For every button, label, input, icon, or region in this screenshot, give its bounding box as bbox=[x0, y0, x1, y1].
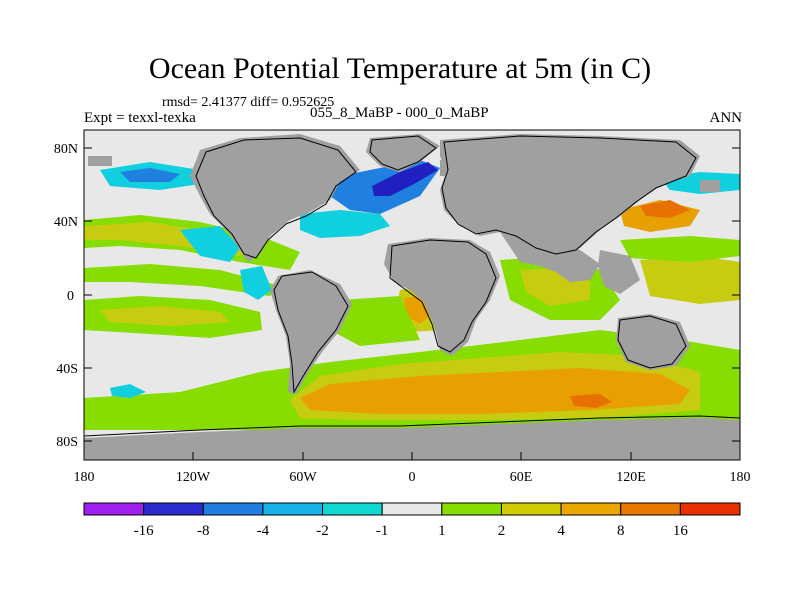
colorbar-label: 8 bbox=[617, 523, 625, 539]
colorbar-label: -1 bbox=[376, 523, 389, 539]
north-atlantic-cyan bbox=[300, 210, 390, 238]
west-pacific-olive bbox=[640, 256, 740, 304]
south-atlantic-green bbox=[330, 296, 420, 346]
coast-north-america bbox=[195, 137, 357, 259]
colorbar-swatch bbox=[262, 502, 324, 516]
map-title: Ocean Potential Temperature at 5m (in C) bbox=[148, 52, 652, 85]
colorbar-swatch bbox=[679, 502, 741, 516]
north-atlantic-darkblue bbox=[372, 162, 438, 196]
lat-label-40s: 40S bbox=[56, 362, 78, 377]
land-south-asia bbox=[500, 232, 600, 282]
colorbar-swatch bbox=[560, 502, 622, 516]
colorbar-label: -16 bbox=[134, 523, 154, 539]
lon-ticks bbox=[83, 452, 741, 460]
land-north-america bbox=[190, 134, 360, 262]
lon-label-180e: 180 bbox=[730, 470, 751, 485]
north-pacific-blue bbox=[120, 168, 180, 182]
colorbar bbox=[83, 502, 741, 516]
lon-label-60e: 60E bbox=[510, 470, 533, 485]
lat-label-0: 0 bbox=[67, 289, 74, 304]
land-southeast-asia bbox=[598, 250, 640, 294]
land-eurasia bbox=[440, 134, 700, 256]
coast-greenland bbox=[369, 135, 437, 171]
colorbar-swatch bbox=[381, 502, 443, 516]
coast-antarctica bbox=[84, 415, 740, 437]
lon-label-180w: 180 bbox=[74, 470, 95, 485]
colorbar-swatch bbox=[500, 502, 562, 516]
lat-labels: 80N 40N 0 40S 80S bbox=[54, 142, 78, 450]
colorbar-swatch bbox=[322, 502, 383, 516]
coast-australia bbox=[617, 315, 687, 369]
land-island-b bbox=[88, 156, 112, 166]
rmsd-stats: rmsd= 2.41377 diff= 0.952625 bbox=[162, 95, 335, 110]
west-pacific-green bbox=[620, 236, 740, 262]
season-label: ANN bbox=[709, 110, 743, 126]
southern-hotspot bbox=[570, 394, 612, 408]
land-antarctica bbox=[84, 418, 740, 460]
coast-south-america bbox=[273, 271, 349, 394]
land-greenland bbox=[366, 134, 440, 172]
lon-label-60w: 60W bbox=[289, 470, 317, 485]
colorbar-label: 2 bbox=[498, 523, 506, 539]
colorbar-label: 4 bbox=[557, 523, 565, 539]
field-layer bbox=[84, 130, 740, 460]
colorbar-swatch bbox=[620, 502, 681, 516]
colorbar-swatch bbox=[83, 502, 145, 516]
period-label: 055_8_MaBP - 000_0_MaBP bbox=[310, 105, 489, 121]
south-cyan-patch bbox=[110, 384, 146, 398]
lat-label-80n: 80N bbox=[54, 142, 78, 157]
south-pacific-olive bbox=[100, 306, 230, 326]
colorbar-swatch bbox=[441, 502, 502, 516]
colorbar-swatch bbox=[143, 502, 204, 516]
colorbar-swatch bbox=[202, 502, 264, 516]
lon-label-0: 0 bbox=[409, 470, 416, 485]
lat-ticks bbox=[84, 147, 740, 442]
lat-label-80s: 80S bbox=[56, 435, 78, 450]
land-layer bbox=[84, 134, 740, 460]
land-australia bbox=[616, 314, 690, 370]
lon-label-120e: 120E bbox=[616, 470, 646, 485]
lat-label-40n: 40N bbox=[54, 215, 78, 230]
coast-africa bbox=[389, 239, 497, 353]
coastline-layer bbox=[84, 135, 740, 437]
experiment-label: Expt = texxl-texka bbox=[84, 110, 196, 126]
land-island-c bbox=[440, 160, 454, 176]
west-pacific-cyan bbox=[180, 226, 240, 262]
land-island-a bbox=[700, 180, 720, 192]
pacific-extra-green bbox=[84, 264, 280, 296]
colorbar-label: -8 bbox=[197, 523, 210, 539]
colorbar-label: 16 bbox=[673, 523, 689, 539]
lon-label-120w: 120W bbox=[176, 470, 211, 485]
coast-eurasia bbox=[441, 135, 697, 255]
nw-pacific-darkorange bbox=[640, 200, 690, 218]
lon-labels: 180 120W 60W 0 60E 120E 180 bbox=[74, 470, 751, 485]
colorbar-label: 1 bbox=[438, 523, 446, 539]
colorbar-label: -2 bbox=[316, 523, 329, 539]
colorbar-label: -4 bbox=[257, 523, 270, 539]
land-south-america bbox=[270, 270, 352, 394]
mid-atlantic-cyan bbox=[240, 266, 272, 300]
colorbar-labels: -16 -8 -4 -2 -1 1 2 4 8 16 bbox=[134, 523, 689, 539]
land-africa bbox=[384, 238, 500, 356]
